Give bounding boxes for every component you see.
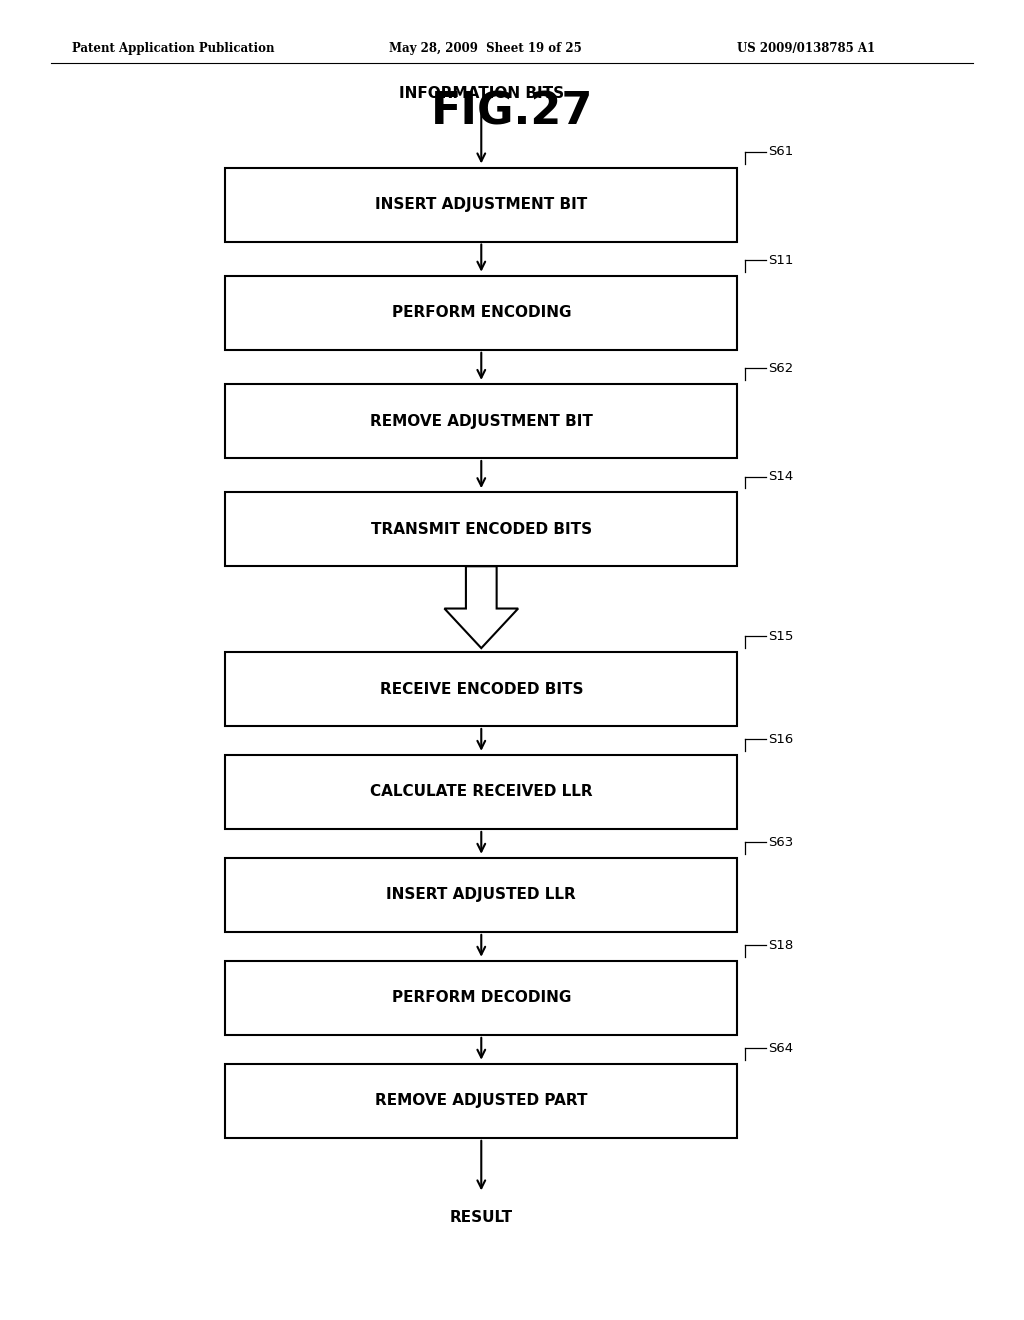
Text: REMOVE ADJUSTED PART: REMOVE ADJUSTED PART: [375, 1093, 588, 1109]
Text: S64: S64: [768, 1041, 794, 1055]
Text: RESULT: RESULT: [450, 1209, 513, 1225]
Text: S63: S63: [768, 836, 794, 849]
Text: PERFORM DECODING: PERFORM DECODING: [391, 990, 571, 1006]
Text: Patent Application Publication: Patent Application Publication: [72, 42, 274, 55]
Text: S15: S15: [768, 630, 794, 643]
Text: S61: S61: [768, 145, 794, 158]
Text: INSERT ADJUSTMENT BIT: INSERT ADJUSTMENT BIT: [375, 197, 588, 213]
Text: TRANSMIT ENCODED BITS: TRANSMIT ENCODED BITS: [371, 521, 592, 537]
Bar: [225, 276, 737, 350]
Text: US 2009/0138785 A1: US 2009/0138785 A1: [737, 42, 876, 55]
Bar: [225, 652, 737, 726]
Text: S14: S14: [768, 470, 794, 483]
Bar: [225, 168, 737, 242]
Text: S16: S16: [768, 733, 794, 746]
Bar: [225, 961, 737, 1035]
Text: INSERT ADJUSTED LLR: INSERT ADJUSTED LLR: [386, 887, 577, 903]
Text: CALCULATE RECEIVED LLR: CALCULATE RECEIVED LLR: [370, 784, 593, 800]
Bar: [225, 384, 737, 458]
Bar: [225, 755, 737, 829]
Text: S62: S62: [768, 362, 794, 375]
Text: May 28, 2009  Sheet 19 of 25: May 28, 2009 Sheet 19 of 25: [389, 42, 582, 55]
Text: INFORMATION BITS: INFORMATION BITS: [398, 86, 564, 102]
Text: FIG.27: FIG.27: [431, 91, 593, 133]
Text: REMOVE ADJUSTMENT BIT: REMOVE ADJUSTMENT BIT: [370, 413, 593, 429]
Polygon shape: [444, 566, 518, 648]
Text: PERFORM ENCODING: PERFORM ENCODING: [391, 305, 571, 321]
Bar: [225, 858, 737, 932]
Bar: [225, 492, 737, 566]
Text: S11: S11: [768, 253, 794, 267]
Text: RECEIVE ENCODED BITS: RECEIVE ENCODED BITS: [380, 681, 583, 697]
Bar: [225, 1064, 737, 1138]
Text: S18: S18: [768, 939, 794, 952]
